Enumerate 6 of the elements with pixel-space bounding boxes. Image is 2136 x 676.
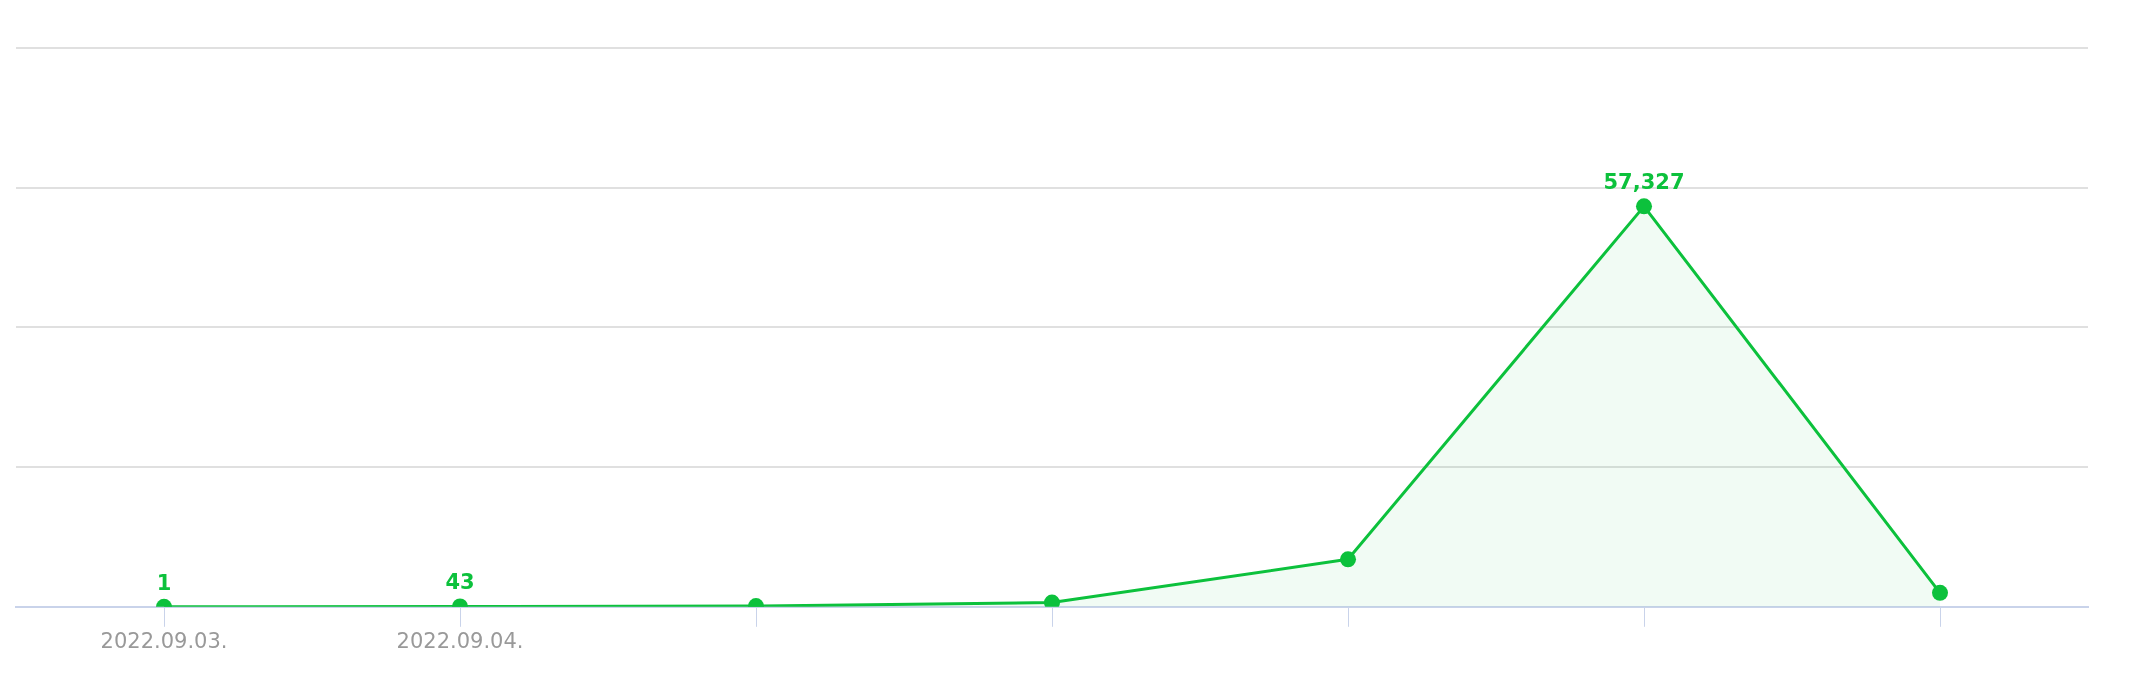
point	[1636, 198, 1652, 215]
x-tick-label: 2022.09.03.	[100, 628, 228, 653]
data-label: 57,327	[1603, 170, 1685, 195]
x-tick-label: 2022.09.04.	[396, 628, 524, 653]
data-label: 43	[445, 570, 475, 595]
data-label: 1	[156, 570, 172, 595]
